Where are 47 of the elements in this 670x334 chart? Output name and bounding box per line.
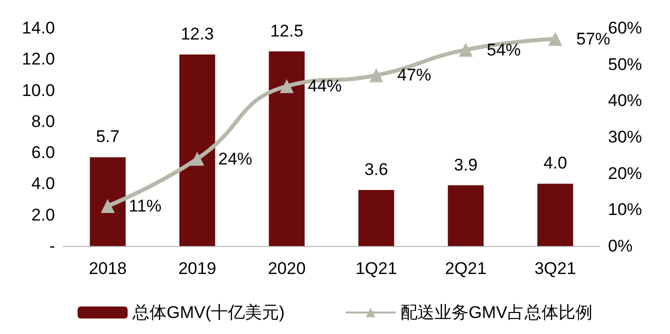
bar [268,51,305,246]
y-tick-label: 4.0 [31,174,55,194]
x-tick-label: 2Q21 [444,259,487,278]
point [458,42,473,57]
x-tick-label: 3Q21 [534,259,576,278]
data-label: 3.6 [364,160,388,179]
bar [537,184,574,246]
y2-tick-label: 10% [608,200,642,220]
bar [179,54,216,246]
point [280,79,294,94]
point [190,152,204,166]
y-tick-label: 8.0 [31,112,55,131]
y-tick-label: 10.0 [22,80,55,100]
data-label: 5.7 [96,127,120,146]
legend-label: 总体GMV(十亿美元) [132,303,285,322]
data-label: 4.0 [543,154,568,173]
bar [90,157,126,246]
y-tick-label: 14.0 [22,18,55,38]
data-label: 11% [128,196,162,216]
y2-tick-label: 40% [608,91,642,110]
bar [358,190,394,246]
data-label: 57% [576,29,610,48]
x-tick-label: 2018 [88,259,127,278]
data-label: 24% [218,149,252,168]
x-tick-label: 2019 [178,259,216,278]
data-label: 3.9 [454,155,478,174]
y-tick-label: 6.0 [31,143,55,162]
y2-tick-label: 20% [608,164,642,183]
x-tick-label: 1Q21 [355,259,398,278]
data-label: 44% [308,76,342,96]
y-tick-label: - [49,236,55,256]
point [369,68,384,82]
y-tick-label: 12.0 [22,50,55,69]
data-label: 12.3 [180,24,214,44]
y2-tick-label: 30% [608,128,642,146]
y2-tick-label: 0% [608,236,633,256]
data-label: 12.5 [270,21,304,40]
point [100,199,115,214]
y2-tick-label: 60% [608,18,642,38]
data-label: 47% [397,66,432,85]
legend-label: 配送业务GMV占总体比例 [400,303,592,322]
data-label: 54% [486,40,521,60]
y-tick-label: 2.0 [31,205,55,224]
y2-tick-label: 50% [608,54,642,74]
point [548,32,562,46]
x-tick-label: 2020 [268,259,306,278]
bar [448,185,484,246]
